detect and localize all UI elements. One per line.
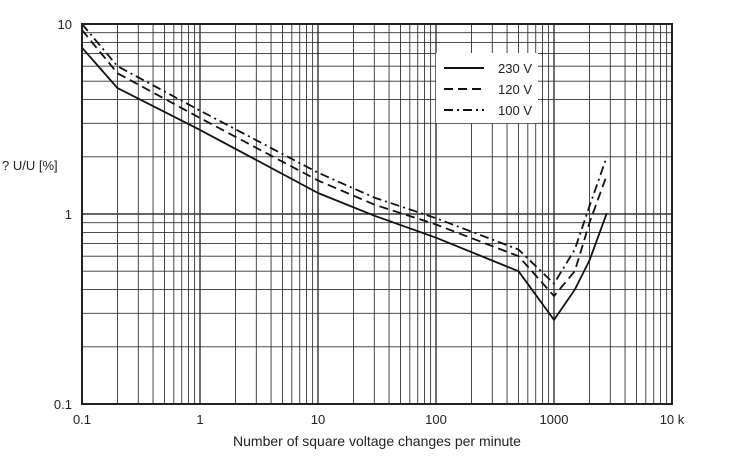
x-tick-label: 1	[196, 412, 203, 427]
y-axis-label: ? U/U [%]	[2, 158, 58, 173]
legend-label: 120 V	[498, 82, 532, 97]
series-line-100v	[81, 23, 608, 285]
x-axis-label: Number of square voltage changes per min…	[233, 433, 521, 449]
grid	[81, 24, 672, 405]
legend-label: 100 V	[498, 103, 532, 118]
y-tick-label: 10	[58, 17, 72, 32]
x-tick-label: 10	[311, 412, 325, 427]
y-tick-label: 0.1	[54, 397, 72, 412]
x-tick-label: 1000	[540, 412, 569, 427]
series-line-230v	[81, 47, 608, 321]
tick-labels: 0.1 1 10 100 1000 10 k 0.1 1 10	[54, 17, 685, 427]
legend: 230 V 120 V 100 V	[436, 53, 538, 123]
x-tick-label: 10 k	[660, 412, 685, 427]
legend-label: 230 V	[498, 61, 532, 76]
x-tick-label: 0.1	[73, 412, 91, 427]
series-lines	[81, 23, 608, 321]
y-tick-label: 1	[65, 207, 72, 222]
plot-frame	[81, 23, 673, 405]
series-line-120v	[81, 29, 608, 297]
x-tick-label: 100	[425, 412, 447, 427]
